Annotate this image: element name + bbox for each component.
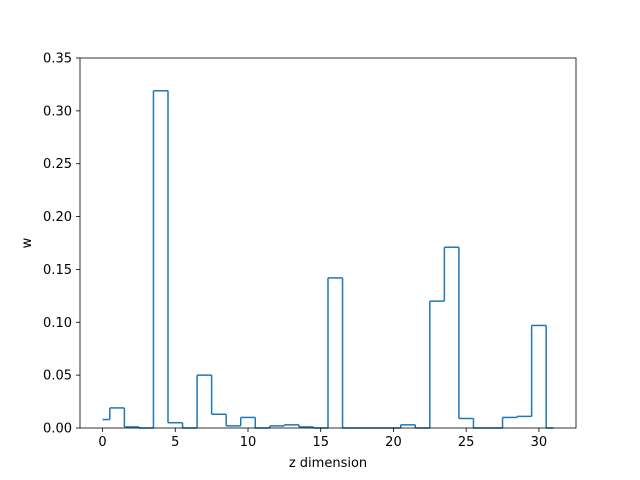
- x-tick-label: 20: [385, 435, 402, 450]
- y-axis: 0.00 0.05 0.10 0.15 0.20 0.25 0.30 0.35: [43, 52, 80, 437]
- y-tick-label: 0.25: [43, 157, 72, 172]
- x-tick-label: 25: [458, 435, 475, 450]
- plot-frame: [79, 57, 577, 429]
- y-tick-label: 0.20: [43, 210, 72, 225]
- x-axis-label: z dimension: [289, 456, 367, 471]
- y-tick-label: 0.05: [43, 369, 72, 384]
- y-axis-label: w: [20, 237, 35, 248]
- y-tick-label: 0.15: [43, 263, 72, 278]
- y-tick-label: 0.30: [43, 104, 72, 119]
- x-tick-label: 30: [531, 435, 548, 450]
- y-tick-label: 0.10: [43, 316, 72, 331]
- x-tick-label: 15: [312, 435, 329, 450]
- y-tick-label: 0.35: [43, 52, 72, 67]
- x-tick-label: 10: [240, 435, 257, 450]
- x-tick-label: 5: [171, 435, 179, 450]
- y-tick-label: 0.00: [43, 422, 72, 437]
- x-tick-label: 0: [98, 435, 106, 450]
- x-axis: 0 5 10 15 20 25 30: [98, 428, 547, 450]
